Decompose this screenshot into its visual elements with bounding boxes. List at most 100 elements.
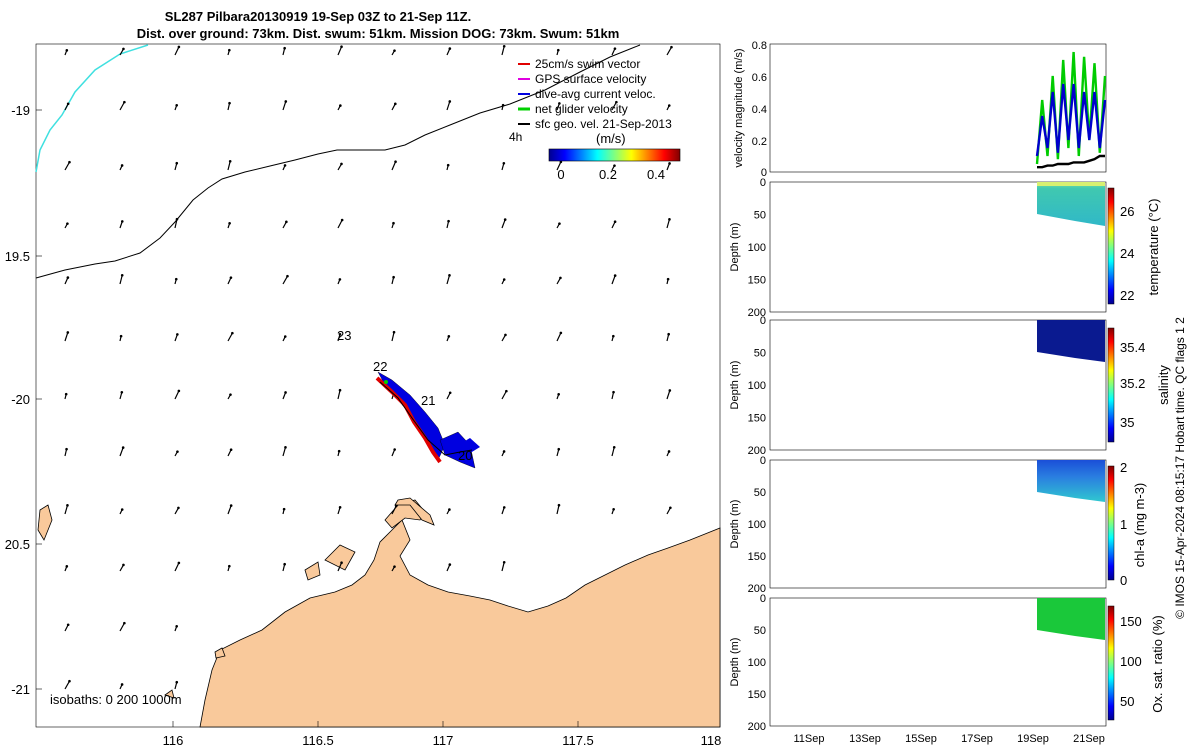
oxygen-section (1037, 598, 1105, 640)
current-vector-arrow (337, 388, 342, 400)
current-vector-arrow (174, 680, 179, 690)
colorbar-title: (m/s) (596, 131, 626, 146)
current-vector-arrow (556, 447, 561, 457)
current-vector-arrow (282, 220, 288, 229)
day-label-22: 22 (373, 359, 387, 374)
current-vector-arrow (174, 624, 178, 632)
vector-scale-label: 4h (509, 130, 522, 144)
current-vector-arrow (64, 623, 70, 632)
glider-path (379, 381, 473, 456)
map-y-tick-label: -19 (11, 103, 30, 118)
current-vector-arrow (501, 278, 506, 285)
copyright-note: © IMOS 15-Apr-2024 08:15:17 Hobart time.… (1173, 317, 1187, 619)
current-vector-arrow (282, 335, 287, 342)
map-x-tick-label: 117.5 (562, 733, 594, 748)
current-vector-arrow (119, 47, 125, 56)
current-vector-arrow (174, 389, 181, 400)
temperature-panel: 26 24 22 temperature (°C) (769, 181, 1161, 313)
current-vector-arrow (174, 217, 179, 229)
current-vector-arrow (611, 390, 615, 400)
current-vector-arrow (119, 220, 124, 229)
current-vector-arrow (666, 162, 671, 171)
depth-ytick: 100 (748, 657, 766, 669)
temperature-section (1037, 182, 1105, 226)
colorbar-tick-label: 0.4 (647, 167, 665, 182)
current-vector-arrow (446, 391, 452, 400)
current-vector-arrow (64, 504, 69, 515)
current-vector-arrow (282, 507, 286, 515)
current-vector-arrow (391, 221, 395, 229)
current-vector-arrow (227, 564, 231, 572)
depth-ytick: 50 (754, 625, 766, 637)
chla-cbar-tick: 2 (1120, 460, 1127, 475)
temperature-cbar-label: temperature (°C) (1146, 199, 1161, 296)
temperature-cbar-tick: 22 (1120, 288, 1134, 303)
current-vector-arrow (611, 507, 615, 515)
depth-ytick: 50 (754, 487, 766, 499)
island (214, 647, 226, 659)
salinity-section (1037, 320, 1105, 362)
legend-entry: 25cm/s swim vector (518, 57, 640, 71)
depth-ytick: 50 (754, 210, 766, 222)
current-vector-arrow (64, 102, 70, 111)
legend-label: GPS surface velocity (535, 72, 646, 86)
salinity-cbar-label: salinity (1156, 365, 1171, 405)
salinity-colorbar (1107, 327, 1115, 443)
oxygen-panel: 150 100 50 Ox. sat. ratio (%) (769, 597, 1165, 727)
salinity-cbar-tick: 35 (1120, 415, 1134, 430)
current-vector-arrow (227, 221, 231, 229)
legend-label: sfc geo. vel. 21-Sep-2013 (535, 117, 672, 131)
map-x-tick-label: 116 (163, 733, 184, 748)
current-vector-arrow (501, 450, 506, 457)
current-vector-arrow (501, 44, 506, 56)
depth-ytick: 200 (748, 445, 766, 457)
title-line-2: Dist. over ground: 73km. Dist. swum: 51k… (137, 26, 620, 41)
oxygen-cbar-tick: 100 (1120, 654, 1142, 669)
current-vector-arrow (501, 506, 506, 515)
current-vector-arrow (64, 49, 69, 56)
salinity-panel: 35.4 35.2 35 salinity (769, 319, 1171, 451)
legend-entry: sfc geo. vel. 21-Sep-2013 (518, 117, 672, 131)
current-vector-arrow (119, 621, 126, 632)
current-vector-arrow (282, 100, 288, 111)
current-vector-arrow (446, 563, 452, 572)
title-line-1: SL287 Pilbara20130919 19-Sep 03Z to 21-S… (165, 9, 471, 24)
current-vector-arrow (174, 45, 181, 56)
current-vector-arrow (119, 390, 124, 400)
temperature-colorbar (1107, 187, 1115, 305)
current-vector-arrow (174, 450, 179, 457)
current-vector-arrow (611, 100, 618, 111)
depth-ylabel: Depth (m) (729, 500, 741, 549)
colorbar-tick-label: 0.2 (599, 167, 617, 182)
current-vector-arrow (282, 164, 287, 171)
current-vector-arrow (64, 565, 69, 572)
depth-ylabel: Depth (m) (729, 223, 741, 272)
island (164, 689, 175, 699)
current-vector-arrow (337, 561, 343, 572)
current-vector-arrow (556, 222, 561, 229)
current-vector-arrow (337, 449, 341, 457)
map-y-tick-label: -21 (11, 682, 30, 697)
velocity-series-line (1037, 154, 1105, 169)
current-vector-arrow (174, 277, 178, 285)
oxygen-cbar-label: Ox. sat. ratio (%) (1150, 615, 1165, 713)
current-vector-arrow (391, 160, 397, 171)
current-vector-arrow (446, 508, 451, 515)
current-vector-arrow (282, 446, 287, 457)
current-vector-arrow (282, 46, 286, 56)
current-vector-arrow (446, 274, 451, 285)
temperature-surface-layer (1037, 182, 1105, 186)
current-vector-arrow (556, 102, 561, 111)
current-vector-arrow (227, 101, 231, 111)
current-vector-arrow (119, 273, 124, 285)
current-vector-arrow (611, 164, 616, 171)
salinity-cbar-tick: 35.4 (1120, 340, 1145, 355)
current-vector-arrow (501, 161, 506, 171)
current-vector-arrow (119, 563, 125, 572)
day-label-23: 23 (337, 328, 351, 343)
map-x-tick-label: 117 (433, 733, 454, 748)
current-vector-arrow (611, 445, 616, 457)
depth-ytick: 150 (748, 689, 766, 701)
current-vector-arrow (446, 100, 452, 111)
current-vector-arrow (446, 47, 452, 56)
